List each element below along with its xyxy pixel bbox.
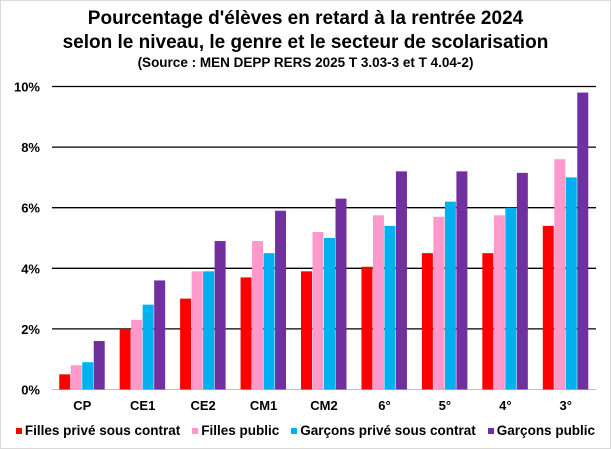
bar-filles-public-4 [312,231,324,390]
bar-gar-ons-public-7 [516,172,528,390]
bar-gar-ons-public-8 [577,92,589,390]
chart-subtitle: selon le niveau, le genre et le secteur … [62,32,549,53]
chart-source: (Source : MEN DEPP RERS 2025 T 3.03-3 et… [137,55,474,70]
x-tick-label: 3° [560,398,572,413]
legend-item: Filles public [192,423,279,438]
bar-filles-priv-sous-contrat-6 [421,253,433,390]
y-tick-label: 8% [21,140,40,155]
bar-filles-public-3 [252,241,264,390]
bar-gar-ons-public-2 [214,241,226,390]
bar-gar-ons-priv-sous-contrat-3 [263,253,275,390]
bar-filles-public-1 [131,319,143,390]
bar-filles-priv-sous-contrat-3 [240,277,252,390]
bar-filles-public-2 [191,271,203,390]
bar-filles-public-5 [372,215,384,390]
bar-filles-priv-sous-contrat-8 [542,225,554,390]
x-tick-label: 6° [378,398,390,413]
x-tick-label: CE1 [130,398,155,413]
x-tick-label: CM2 [310,398,337,413]
y-tick-label: 0% [21,383,40,398]
bar-gar-ons-public-5 [395,171,407,390]
legend-item: Garçons privé sous contrat [291,423,476,438]
bar-filles-public-8 [554,159,566,390]
bar-gar-ons-public-1 [154,280,166,390]
legend-label: Filles privé sous contrat [24,423,181,438]
bar-gar-ons-priv-sous-contrat-7 [505,207,517,390]
y-tick-label: 6% [21,201,40,216]
bar-filles-priv-sous-contrat-0 [59,374,71,390]
legend-swatch [291,427,298,434]
legend-item: Garçons public [487,423,596,438]
y-tick-label: 2% [21,322,40,337]
bar-filles-priv-sous-contrat-7 [482,253,494,390]
y-tick-label: 10% [14,80,40,95]
bar-filles-public-0 [70,365,82,390]
legend-label: Filles public [201,423,280,438]
bar-gar-ons-public-3 [275,210,287,390]
bar-gar-ons-priv-sous-contrat-4 [324,238,335,390]
bar-filles-public-7 [493,215,505,390]
legend-label: Garçons public [496,423,596,438]
bar-filles-public-6 [433,216,445,390]
bar-gar-ons-public-6 [456,171,468,390]
legend-swatch [15,427,22,434]
bar-gar-ons-priv-sous-contrat-2 [203,271,215,390]
x-tick-label: 4° [499,398,511,413]
bar-gar-ons-priv-sous-contrat-8 [565,177,577,390]
bar-gar-ons-public-4 [335,198,347,390]
legend-swatch [192,427,199,434]
x-tick-label: CP [73,398,91,413]
legend-swatch [487,427,494,434]
bar-filles-priv-sous-contrat-4 [301,271,312,390]
legend-item: Filles privé sous contrat [15,423,181,438]
bar-gar-ons-priv-sous-contrat-6 [444,201,456,390]
bar-gar-ons-public-0 [93,341,105,390]
legend: Filles privé sous contrat Filles public Ga… [0,423,611,438]
bar-filles-priv-sous-contrat-2 [180,298,192,390]
x-tick-label: CE2 [190,398,215,413]
chart-title: Pourcentage d'élèves en retard à la rent… [87,8,524,29]
legend-label: Garçons privé sous contrat [300,423,476,438]
x-tick-label: 5° [439,398,451,413]
bar-gar-ons-priv-sous-contrat-1 [142,304,154,390]
bar-gar-ons-priv-sous-contrat-0 [82,362,94,390]
x-tick-label: CM1 [250,398,277,413]
bar-gar-ons-priv-sous-contrat-5 [384,225,396,390]
bar-filles-priv-sous-contrat-5 [361,266,373,390]
y-tick-label: 4% [21,261,40,276]
bar-filles-priv-sous-contrat-1 [119,328,131,390]
